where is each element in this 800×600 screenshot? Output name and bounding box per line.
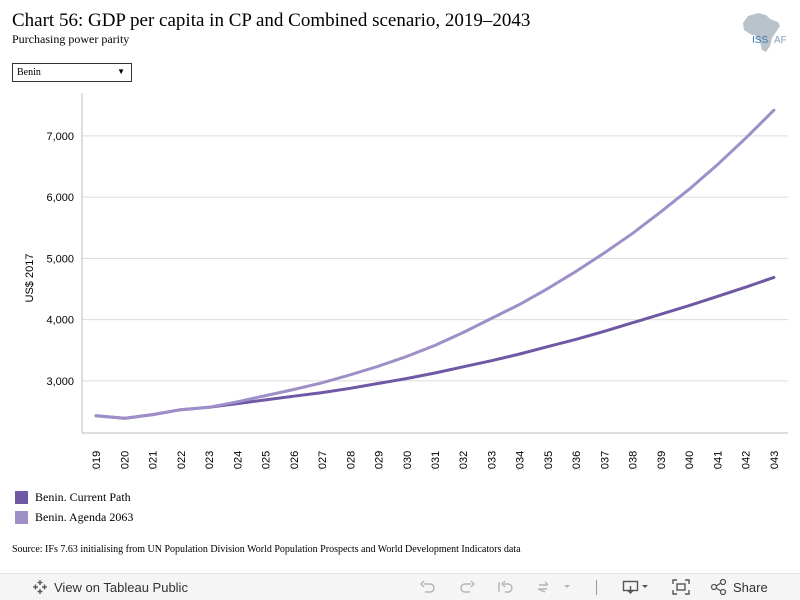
share-icon[interactable] (710, 579, 728, 595)
x-tick-label: 2036 (571, 451, 583, 470)
share-button[interactable]: Share (733, 580, 768, 595)
y-tick-label: 4,000 (46, 315, 74, 327)
x-tick-label: 2027 (317, 451, 329, 470)
y-tick-label: 7,000 (46, 131, 74, 143)
legend: Benin. Current Path Benin. Agenda 2063 (15, 487, 133, 527)
x-tick-label: 2040 (684, 451, 696, 470)
source-note: Source: IFs 7.63 initialising from UN Po… (12, 544, 521, 555)
legend-item-current-path[interactable]: Benin. Current Path (15, 487, 133, 507)
axes (81, 93, 788, 434)
legend-label: Benin. Current Path (35, 489, 131, 504)
redo-icon (460, 580, 475, 593)
x-tick-label: 2028 (345, 451, 357, 470)
chart-title: Chart 56: GDP per capita in CP and Combi… (12, 10, 531, 31)
legend-item-agenda-2063[interactable]: Benin. Agenda 2063 (15, 507, 133, 527)
x-tick-label: 2033 (486, 451, 498, 470)
x-tick-label: 2021 (148, 451, 160, 470)
series-line-current-path[interactable] (94, 275, 776, 420)
x-tick-label: 2042 (741, 451, 753, 470)
y-tick-label: 3,000 (46, 376, 74, 388)
logo-text: ISS (752, 35, 768, 46)
x-tick-label: 2024 (232, 451, 244, 470)
y-axis-label: US$ 2017 (24, 254, 36, 303)
x-tick-label: 2041 (712, 451, 724, 470)
series-line-agenda-2063[interactable] (94, 108, 776, 420)
x-tick-label: 2038 (628, 451, 640, 470)
view-on-tableau-label: View on Tableau Public (54, 579, 188, 595)
x-tick-label: 2019 (91, 451, 103, 470)
tick-labels: 3,000 4,000 5,000 6,000 7,000 2019 2020 2021 202… (46, 131, 780, 470)
x-tick-label: 2029 (374, 451, 386, 470)
country-dropdown[interactable]: Benin ▼ (12, 63, 132, 82)
tableau-toolbar: View on Tableau Public Share (0, 573, 800, 600)
chart-subtitle: Purchasing power parity (12, 32, 130, 46)
legend-label: Benin. Agenda 2063 (35, 509, 134, 524)
tableau-logo-icon (33, 580, 47, 594)
series-lines (94, 108, 776, 420)
x-tick-label: 2023 (204, 451, 216, 470)
download-icon[interactable] (622, 579, 652, 595)
x-tick-label: 2043 (769, 451, 781, 470)
legend-swatch-current-path (15, 490, 28, 504)
x-tick-label: 2031 (430, 451, 442, 470)
toolbar-separator (596, 580, 597, 595)
y-tick-label: 5,000 (46, 253, 74, 265)
iss-africa-logo: ISS AF (743, 13, 787, 52)
x-tick-label: 2035 (543, 451, 555, 470)
view-on-tableau-link[interactable]: View on Tableau Public (32, 579, 188, 595)
country-dropdown-value: Benin (17, 67, 41, 78)
legend-swatch-agenda-2063 (15, 510, 28, 524)
revert-icon (498, 580, 513, 593)
undo-icon (420, 580, 435, 593)
x-tick-label: 2034 (515, 451, 527, 470)
line-chart: 3,000 4,000 5,000 6,000 7,000 2019 2020 2021 202… (24, 93, 788, 470)
grid-lines (82, 135, 788, 382)
chevron-down-icon: ▼ (117, 67, 125, 76)
x-tick-label: 2030 (402, 451, 414, 470)
x-tick-label: 2025 (261, 451, 273, 470)
refresh-icon (537, 581, 570, 593)
x-tick-label: 2026 (289, 451, 301, 470)
x-tick-label: 2039 (656, 451, 668, 470)
x-tick-label: 2032 (458, 451, 470, 470)
fullscreen-icon[interactable] (672, 579, 690, 595)
logo-text-suffix: AF (774, 35, 787, 46)
x-tick-label: 2037 (599, 451, 611, 470)
x-tick-label: 2022 (176, 451, 188, 470)
x-tick-label: 2020 (119, 451, 131, 470)
y-tick-label: 6,000 (46, 192, 74, 204)
